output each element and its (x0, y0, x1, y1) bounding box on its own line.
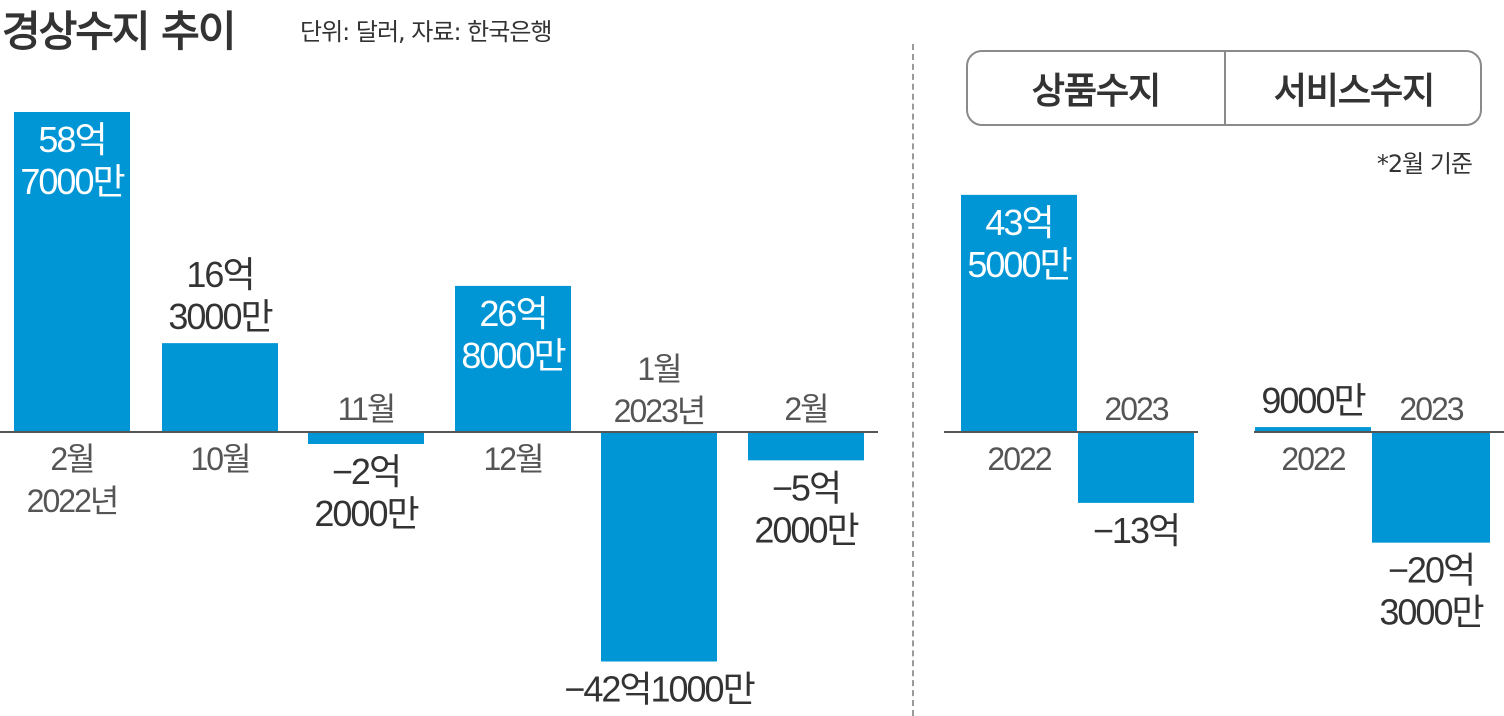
service-value-label: −20억 (1388, 550, 1474, 591)
service-value-label: 3000만 (1379, 592, 1483, 633)
panel-note: *2월 기준 (1376, 150, 1473, 178)
current-account-bar (455, 285, 571, 432)
goods-value-label: 5000만 (967, 244, 1071, 285)
unit-note: 단위: 달러, 자료: 한국은행 (300, 18, 552, 46)
current-account-value-label: 2000만 (754, 509, 858, 550)
service-category-label: 2022 (1281, 441, 1345, 477)
goods-value-label: 43억 (985, 202, 1052, 243)
current-account-category-label: 10월 (190, 441, 249, 477)
current-account-bar (14, 112, 130, 432)
current-account-bar (162, 343, 278, 432)
goods-category-label: 2023 (1104, 391, 1168, 427)
goods-category-label: 2022 (987, 441, 1051, 477)
current-account-value-label: 16억 (186, 254, 253, 295)
current-account-category-label: 11월 (338, 391, 395, 427)
goods-value-label: −13억 (1093, 510, 1179, 551)
current-account-value-label: 2000만 (314, 493, 418, 534)
goods-bar (1078, 432, 1194, 503)
current-account-category-label: 1월 (637, 351, 680, 387)
current-account-category-label: 2023년 (614, 393, 705, 429)
current-account-value-label: 58억 (38, 119, 105, 160)
service-bar (1372, 432, 1490, 543)
current-account-category-label: 12월 (483, 441, 542, 477)
goods-balance-header: 상품수지 (968, 52, 1226, 124)
current-account-bar (601, 432, 717, 662)
current-account-value-label: 26억 (479, 293, 546, 334)
balance-type-tabs: 상품수지 서비스수지 (966, 50, 1482, 126)
service-value-label: 9000만 (1261, 380, 1365, 421)
current-account-bar (308, 432, 424, 444)
service-balance-header: 서비스수지 (1273, 71, 1436, 112)
current-account-value-label: −42억1000만 (564, 669, 754, 710)
current-account-category-label: 2월 (50, 441, 93, 477)
goods-bar (961, 194, 1077, 432)
current-account-value-label: −5억 (772, 467, 840, 508)
current-account-category-label: 2월 (784, 391, 827, 427)
current-account-value-label: −2억 (332, 451, 400, 492)
service-category-label: 2023 (1399, 391, 1463, 427)
current-account-value-label: 3000만 (168, 296, 272, 337)
panel-divider (912, 44, 914, 716)
service-bar (1255, 427, 1371, 432)
chart-title: 경상수지 추이 (2, 7, 236, 56)
current-account-value-label: 7000만 (20, 161, 124, 202)
current-account-value-label: 8000만 (461, 335, 565, 376)
current-account-category-label: 2022년 (27, 483, 118, 519)
current-account-bar (748, 432, 864, 461)
